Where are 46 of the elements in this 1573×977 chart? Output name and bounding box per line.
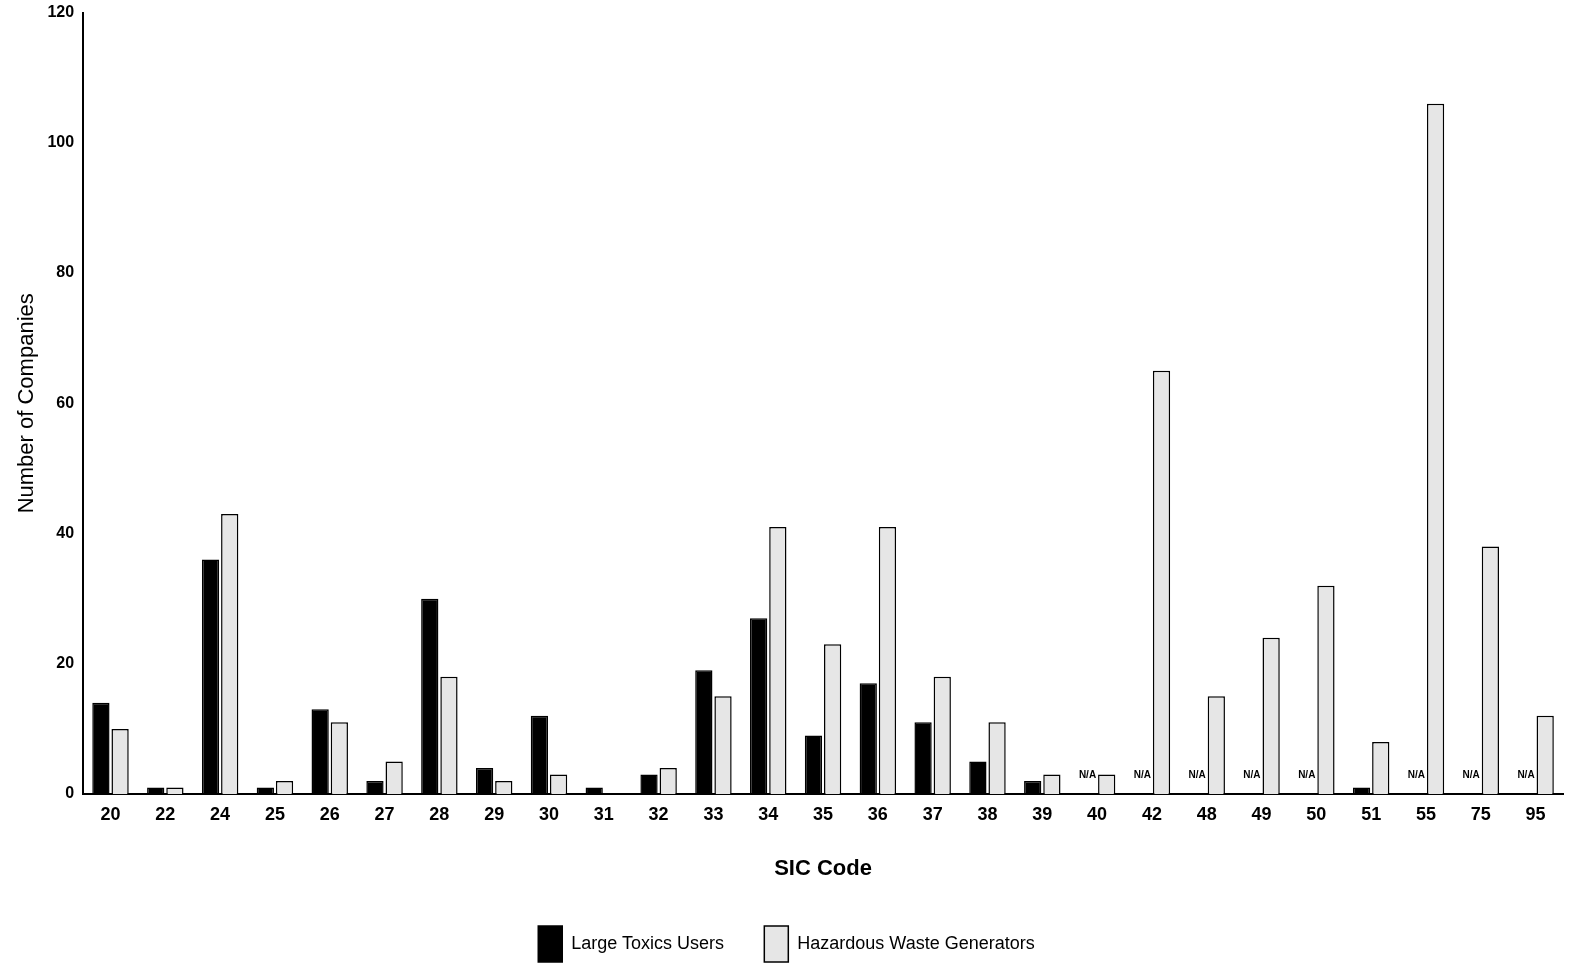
y-tick-label: 100 bbox=[47, 133, 75, 151]
x-tick-label: 36 bbox=[867, 803, 888, 824]
text: N/A bbox=[1133, 768, 1151, 780]
y-tick-label: 40 bbox=[56, 523, 75, 541]
text: N/A bbox=[1407, 768, 1425, 780]
x-tick-label: 75 bbox=[1470, 803, 1491, 824]
x-tick-label: 26 bbox=[319, 803, 340, 824]
y-tick-label: 20 bbox=[56, 654, 75, 672]
y-tick-label: 120 bbox=[47, 3, 75, 21]
x-tick-label: 38 bbox=[977, 803, 998, 824]
x-tick-label: 33 bbox=[703, 803, 724, 824]
x-tick-label: 34 bbox=[758, 803, 779, 824]
x-tick-label: 50 bbox=[1306, 803, 1327, 824]
x-tick-label: 31 bbox=[593, 803, 614, 824]
text: N/A bbox=[1462, 768, 1480, 780]
y-tick-label: 60 bbox=[56, 393, 75, 411]
x-tick-label: 49 bbox=[1251, 803, 1272, 824]
y-tick-label: 80 bbox=[56, 263, 75, 281]
text: N/A bbox=[1188, 768, 1206, 780]
x-tick-label: 42 bbox=[1141, 803, 1162, 824]
x-tick-label: 40 bbox=[1087, 803, 1108, 824]
x-tick-label: 39 bbox=[1032, 803, 1053, 824]
x-tick-label: 32 bbox=[648, 803, 669, 824]
x-tick-label: 28 bbox=[429, 803, 450, 824]
x-tick-label: 27 bbox=[374, 803, 395, 824]
x-tick-label: 30 bbox=[538, 803, 560, 824]
x-tick-label: 20 bbox=[100, 803, 121, 824]
x-tick-label: 95 bbox=[1525, 803, 1546, 824]
text: N/A bbox=[1243, 768, 1261, 780]
x-axis-title: SIC Code bbox=[774, 854, 872, 880]
legend-label: Hazardous Waste Generators bbox=[797, 932, 1035, 953]
text: N/A bbox=[1517, 768, 1535, 780]
x-tick-label: 55 bbox=[1415, 803, 1436, 824]
x-tick-label: 37 bbox=[922, 803, 943, 824]
text: N/A bbox=[1078, 768, 1097, 780]
x-tick-label: 24 bbox=[210, 803, 231, 824]
x-tick-label: 22 bbox=[155, 803, 176, 824]
y-tick-label: 0 bbox=[65, 784, 75, 802]
x-tick-label: 35 bbox=[813, 803, 834, 824]
text: N/A bbox=[1298, 768, 1316, 780]
legend-label: Large Toxics Users bbox=[571, 932, 724, 953]
x-tick-label: 48 bbox=[1196, 803, 1217, 824]
x-tick-label: 29 bbox=[484, 803, 505, 824]
x-tick-label: 51 bbox=[1361, 803, 1382, 824]
x-tick-label: 25 bbox=[264, 803, 285, 824]
y-axis-title: Number of Companies bbox=[13, 293, 39, 514]
